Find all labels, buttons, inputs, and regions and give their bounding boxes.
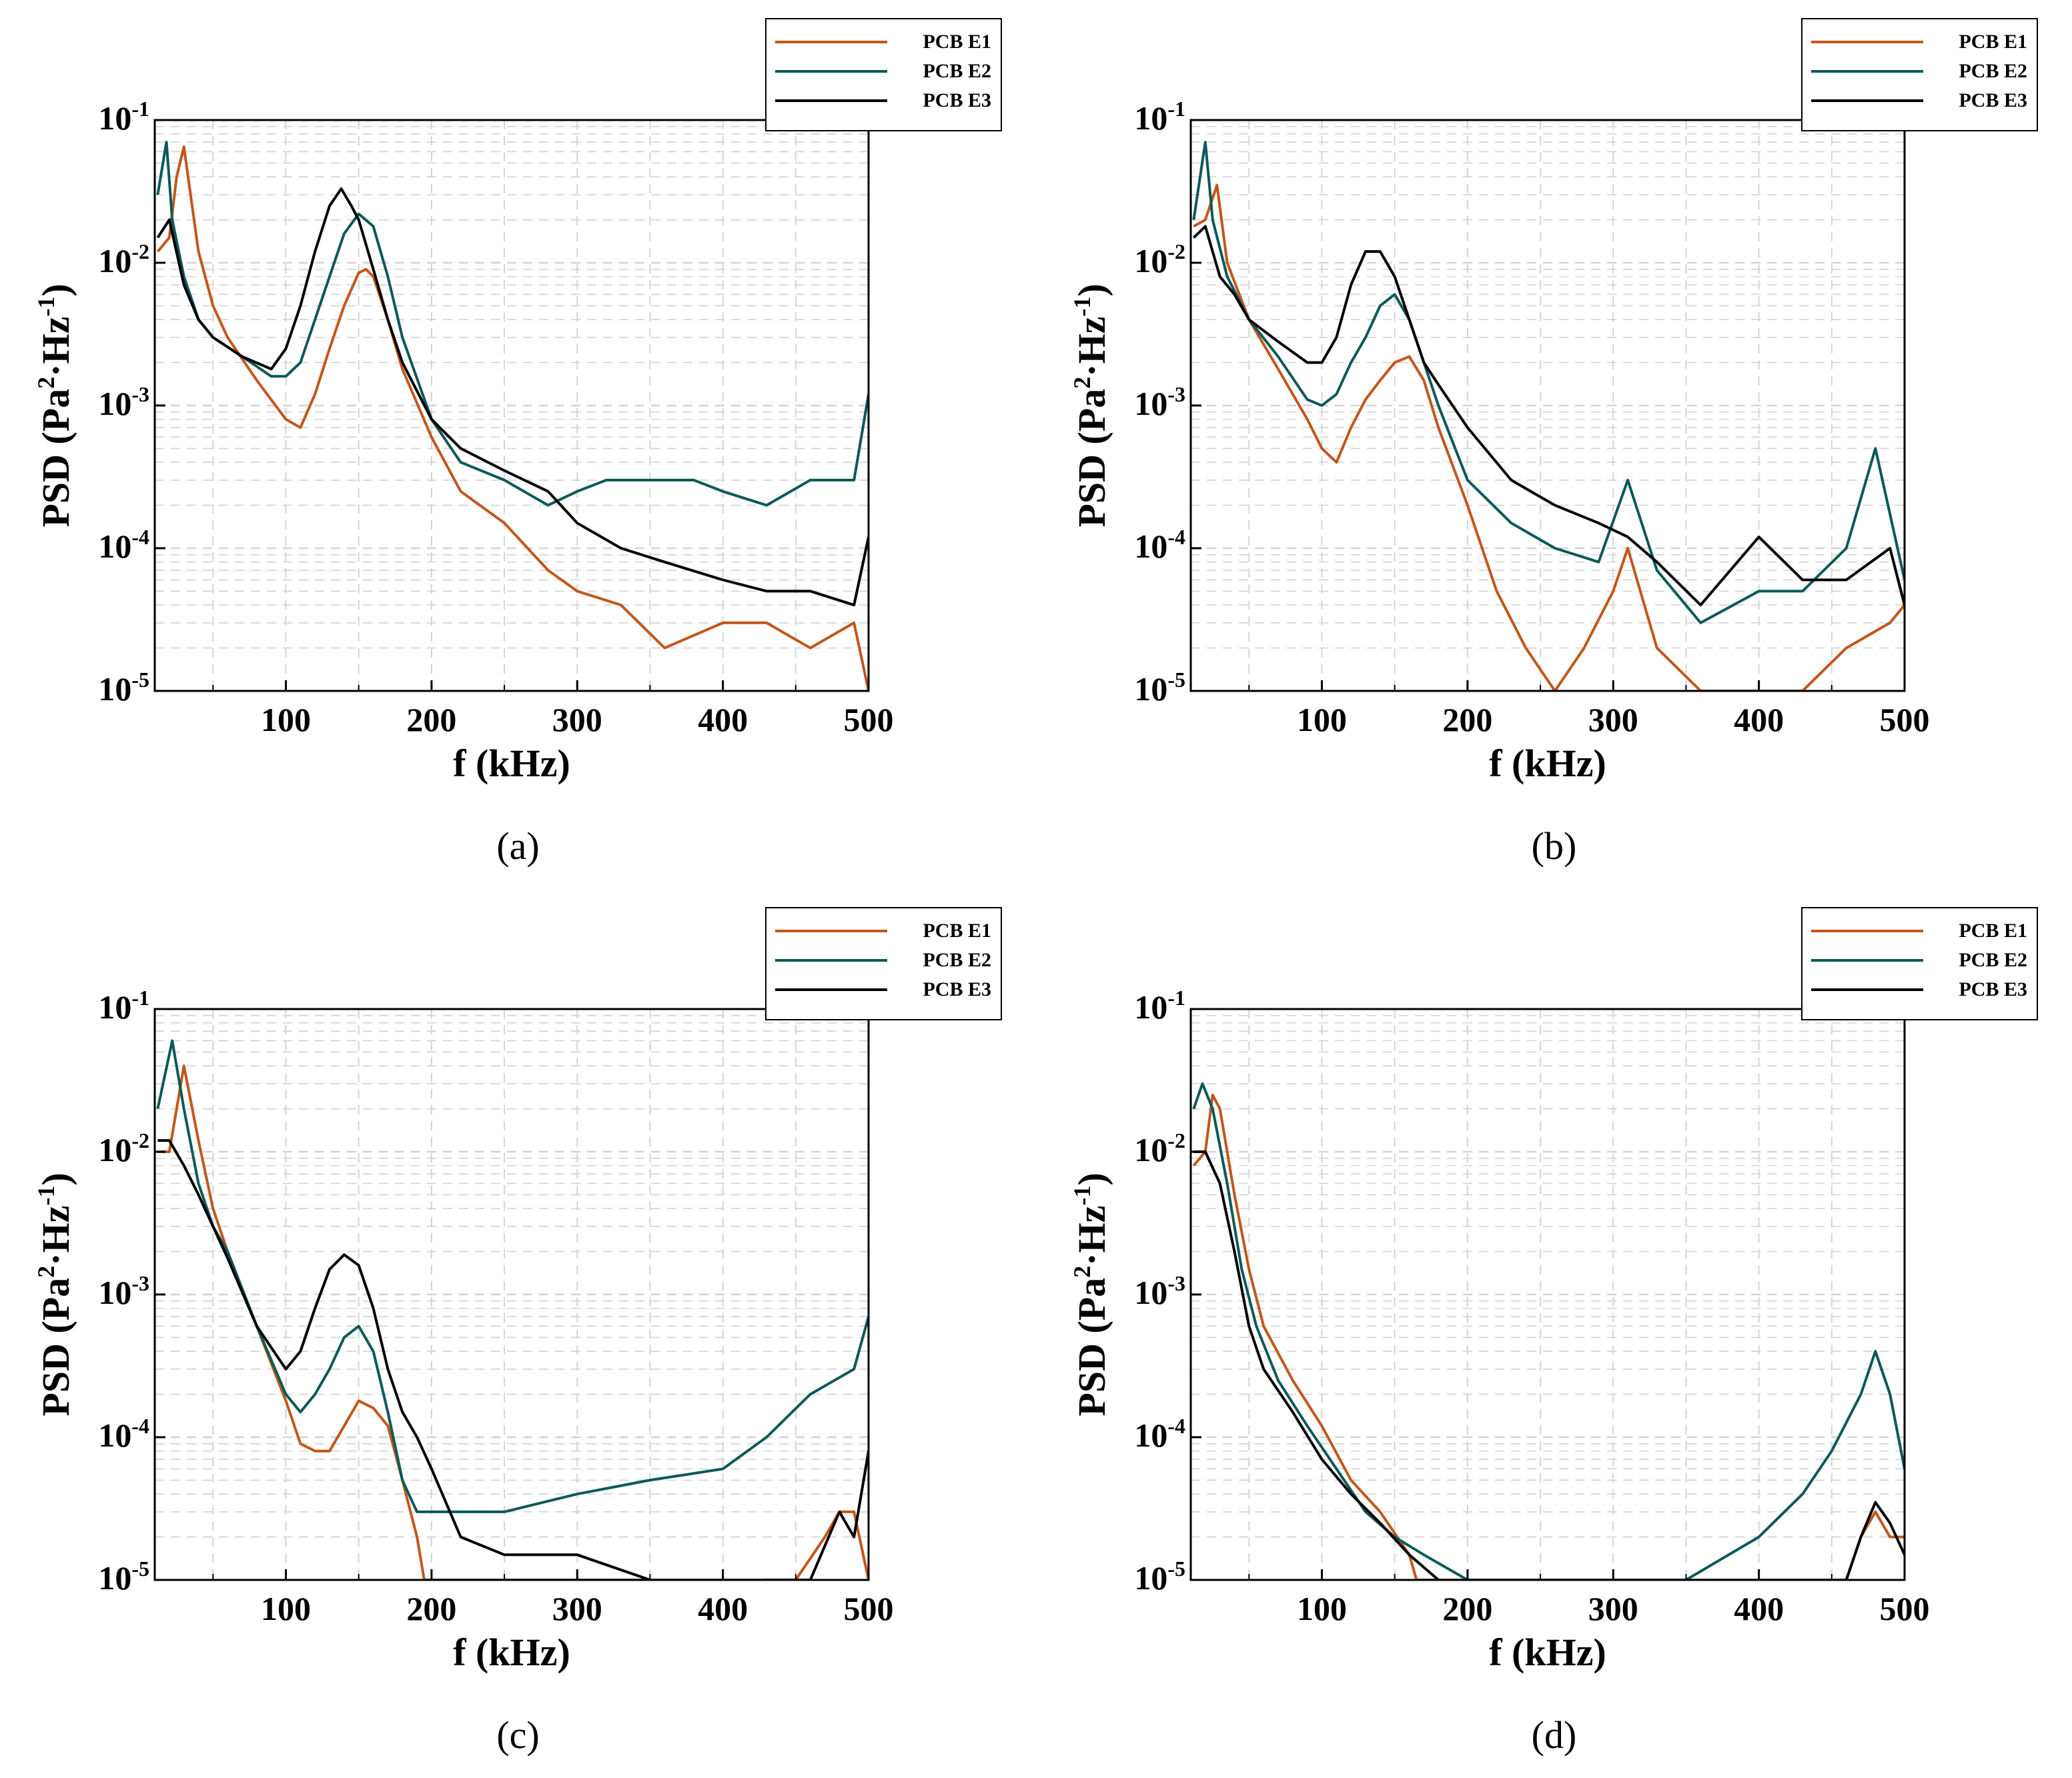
legend-label: PCB E1 (923, 920, 991, 942)
panel-caption: (d) (1531, 1713, 1577, 1757)
x-tick-label: 400 (1734, 701, 1784, 738)
chart-panel-2: 100 200 300 400 500 10-5 10-4 10-3 10-2 10-1 f (kH… (1036, 0, 2072, 889)
legend-label: PCB E3 (923, 89, 991, 111)
series-line-pcb-e1 (157, 1064, 869, 1580)
legend: PCB E1 PCB E2 PCB E3 (765, 18, 1002, 131)
x-tick-label: 300 (552, 701, 602, 738)
grid (1191, 1009, 1905, 1580)
grid (1191, 120, 1905, 691)
x-axis-label: f (kHz) (453, 742, 570, 785)
y-tick-label: 10-5 (98, 1557, 149, 1597)
legend-box (765, 907, 1002, 1020)
legend-box (765, 18, 1002, 131)
panel-caption: (b) (1531, 824, 1577, 868)
x-tick-label: 100 (1297, 1590, 1347, 1627)
legend-label: PCB E2 (1959, 949, 2027, 971)
y-axis-label: PSD (Pa2·Hz-1) (33, 1172, 77, 1416)
y-tick-label: 10-3 (1134, 1271, 1185, 1311)
x-tick-label: 100 (1297, 701, 1347, 738)
panel-caption: (c) (496, 1713, 540, 1757)
y-tick-label: 10-4 (1134, 1414, 1185, 1454)
chart-panel-4: 100 200 300 400 500 10-5 10-4 10-3 10-2 10-1 f (kH… (1036, 889, 2072, 1778)
legend-label: PCB E1 (1959, 31, 2027, 53)
x-tick-label: 500 (844, 1590, 894, 1627)
y-axis-label: PSD (Pa2·Hz-1) (1069, 1172, 1113, 1416)
legend-label: PCB E2 (923, 949, 991, 971)
x-tick-label: 200 (1442, 701, 1492, 738)
y-tick-label: 10-4 (98, 1414, 149, 1454)
y-tick-label: 10-3 (98, 382, 149, 422)
series-line-pcb-e1 (156, 145, 869, 691)
y-tick-label: 10-1 (98, 986, 149, 1026)
x-tick-label: 100 (261, 1590, 311, 1627)
legend-label: PCB E2 (923, 60, 991, 82)
x-tick-label: 200 (1442, 1590, 1492, 1627)
series-line-pcb-e2 (1192, 141, 1905, 624)
chart-svg: 100 200 300 400 500 10-5 10-4 10-3 10-2 10-1 f (kH… (1069, 18, 2038, 785)
series-line-pcb-e3 (1193, 225, 1905, 607)
legend-label: PCB E3 (923, 978, 991, 1000)
y-tick-label: 10-2 (98, 239, 149, 279)
y-tick-label: 10-4 (1134, 525, 1185, 565)
series-line-pcb-e3 (1193, 1150, 1905, 1580)
y-tick-label: 10-5 (1134, 1557, 1185, 1597)
x-tick-label: 100 (261, 701, 311, 738)
x-tick-label: 300 (1588, 1590, 1638, 1627)
y-tick-label: 10-3 (98, 1271, 149, 1311)
legend-label: PCB E2 (1959, 60, 2027, 82)
x-tick-label: 400 (1734, 1590, 1784, 1627)
series-line-pcb-e2 (156, 141, 869, 507)
y-tick-label: 10-1 (1134, 986, 1185, 1026)
chart-svg: 100 200 300 400 500 10-5 10-4 10-3 10-2 10-1 f (kH… (33, 18, 1002, 785)
y-tick-label: 10-2 (1134, 1128, 1185, 1168)
grid (155, 1009, 869, 1580)
series-line-pcb-e3 (157, 1139, 869, 1580)
y-tick-label: 10-5 (98, 668, 149, 708)
x-axis-label: f (kHz) (1489, 1631, 1606, 1674)
x-tick-label: 400 (698, 1590, 748, 1627)
x-tick-label: 400 (698, 701, 748, 738)
x-axis-label: f (kHz) (1489, 742, 1606, 785)
x-tick-label: 500 (1880, 1590, 1930, 1627)
y-tick-label: 10-4 (98, 525, 149, 565)
chart-panel-1: 100 200 300 400 500 10-5 10-4 10-3 10-2 10-1 f (kH… (0, 0, 1036, 889)
y-tick-label: 10-5 (1134, 668, 1185, 708)
legend: PCB E1 PCB E2 PCB E3 (765, 907, 1002, 1020)
legend-box (1801, 18, 2038, 131)
legend-label: PCB E1 (923, 31, 991, 53)
series-line-pcb-e3 (156, 187, 869, 607)
series-line-pcb-e2 (156, 1039, 869, 1513)
chart-svg: 100 200 300 400 500 10-5 10-4 10-3 10-2 10-1 f (kH… (33, 907, 1002, 1674)
x-tick-label: 500 (844, 701, 894, 738)
legend: PCB E1 PCB E2 PCB E3 (1801, 907, 2038, 1020)
legend: PCB E1 PCB E2 PCB E3 (1801, 18, 2038, 131)
legend-box (1801, 907, 2038, 1020)
y-tick-label: 10-3 (1134, 382, 1185, 422)
series-line-pcb-e1 (1193, 183, 1905, 691)
x-tick-label: 300 (552, 1590, 602, 1627)
x-tick-label: 500 (1880, 701, 1930, 738)
y-tick-label: 10-2 (1134, 239, 1185, 279)
x-tick-label: 200 (406, 701, 456, 738)
y-tick-label: 10-1 (1134, 97, 1185, 137)
legend-label: PCB E1 (1959, 920, 2027, 942)
panel-caption: (a) (496, 824, 540, 868)
chart-panel-3: 100 200 300 400 500 10-5 10-4 10-3 10-2 10-1 f (kH… (0, 889, 1036, 1778)
y-axis-label: PSD (Pa2·Hz-1) (1069, 283, 1113, 527)
y-tick-label: 10-2 (98, 1128, 149, 1168)
legend-label: PCB E3 (1959, 89, 2027, 111)
series-line-pcb-e2 (1192, 1082, 1905, 1580)
x-tick-label: 200 (406, 1590, 456, 1627)
chart-svg: 100 200 300 400 500 10-5 10-4 10-3 10-2 10-1 f (kH… (1069, 907, 2038, 1674)
x-tick-label: 300 (1588, 701, 1638, 738)
grid (155, 120, 869, 691)
y-tick-label: 10-1 (98, 97, 149, 137)
x-axis-label: f (kHz) (453, 1631, 570, 1674)
legend-label: PCB E3 (1959, 978, 2027, 1000)
y-axis-label: PSD (Pa2·Hz-1) (33, 283, 77, 527)
